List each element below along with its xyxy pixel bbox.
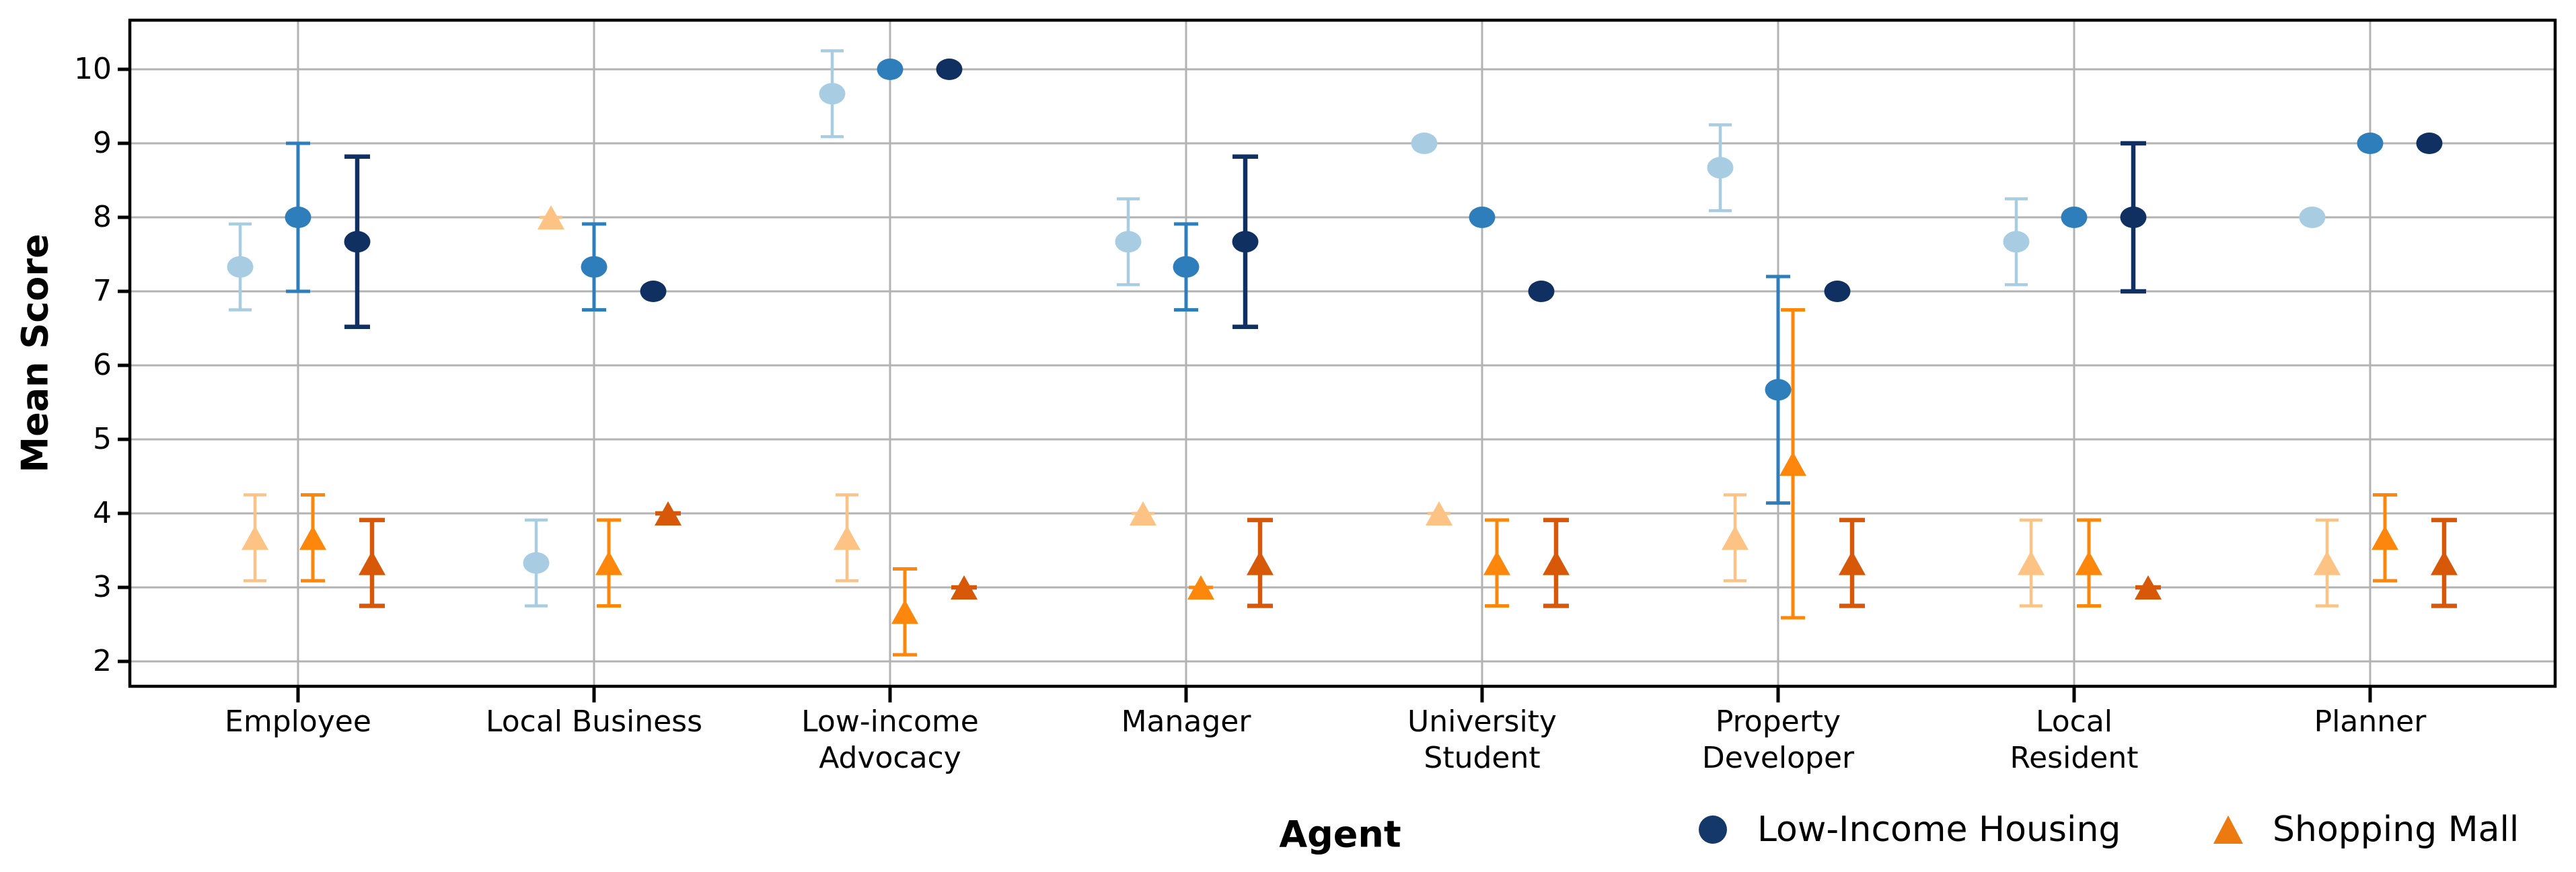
data-point-circle <box>2357 133 2384 154</box>
data-point-triangle <box>1779 451 1806 476</box>
legend-label-low-income-housing: Low-Income Housing <box>1757 809 2121 850</box>
data-point-circle <box>1469 207 1496 228</box>
legend-circle-marker <box>1699 815 1727 844</box>
data-point-circle <box>2061 207 2088 228</box>
y-tick-label: 9 <box>93 126 112 160</box>
data-point-triangle <box>2018 550 2045 575</box>
data-point-circle <box>227 256 254 278</box>
data-point-circle <box>1173 256 1200 278</box>
legend-circle-icon <box>1699 815 1727 844</box>
data-point-triangle <box>891 600 918 624</box>
x-tick-label: Manager <box>1121 704 1251 739</box>
data-point-circle <box>936 59 963 80</box>
legend-item-shopping-mall: Shopping Mall <box>2212 809 2519 850</box>
data-point-triangle <box>1543 550 1570 575</box>
data-point-triangle <box>2371 525 2398 550</box>
data-point-triangle <box>1839 550 1866 575</box>
data-point-circle <box>640 281 667 302</box>
data-point-triangle <box>242 525 268 550</box>
x-tick-label: Planner <box>2314 704 2427 739</box>
data-point-triangle <box>1426 501 1452 525</box>
x-axis-title: Agent <box>1279 813 1401 856</box>
data-point-triangle <box>1722 525 1749 550</box>
data-point-circle <box>344 231 371 253</box>
data-point-circle <box>1232 231 1259 253</box>
x-tick-label: Local Resident <box>2010 704 2139 775</box>
data-point-circle <box>1765 379 1792 401</box>
data-point-circle <box>1115 231 1142 253</box>
data-point-circle <box>1411 133 1438 154</box>
axes-spines <box>128 18 2557 688</box>
x-tick-label: Employee <box>225 704 371 739</box>
data-point-circle <box>877 59 904 80</box>
data-point-circle <box>2120 207 2147 228</box>
data-point-triangle <box>2314 550 2341 575</box>
x-tick-label: University Student <box>1407 704 1557 775</box>
data-point-triangle <box>299 525 326 550</box>
x-tick-label: Low-income Advocacy <box>801 704 979 775</box>
x-tick-label: Property Developer <box>1701 704 1855 775</box>
y-tick-label: 7 <box>93 274 112 308</box>
data-point-triangle <box>951 575 978 600</box>
y-tick-label: 4 <box>93 496 112 530</box>
data-point-circle <box>819 83 846 105</box>
data-point-circle <box>1824 281 1851 302</box>
x-tick-label: Local Business <box>485 704 703 739</box>
y-tick-label: 2 <box>93 644 112 678</box>
legend-label-shopping-mall: Shopping Mall <box>2273 809 2519 850</box>
data-point-triangle <box>2431 550 2458 575</box>
data-point-triangle <box>595 550 622 575</box>
data-point-triangle <box>655 501 682 525</box>
data-point-triangle <box>1483 550 1510 575</box>
legend-triangle-marker <box>2213 815 2243 844</box>
y-tick-label: 10 <box>74 52 112 86</box>
data-point-circle <box>285 207 311 228</box>
data-point-circle <box>523 552 550 574</box>
data-point-triangle <box>834 525 860 550</box>
legend-item-low-income-housing: Low-Income Housing <box>1697 809 2121 850</box>
legend-triangle-icon <box>2213 815 2243 844</box>
data-point-circle <box>2003 231 2030 253</box>
data-point-triangle <box>2075 550 2102 575</box>
data-point-circle <box>1528 281 1555 302</box>
data-point-circle <box>2299 207 2326 228</box>
data-point-circle <box>1707 157 1734 179</box>
y-tick-label: 6 <box>93 348 112 382</box>
data-point-triangle <box>359 550 385 575</box>
y-tick-label: 8 <box>93 200 112 234</box>
data-point-triangle <box>538 205 564 229</box>
y-axis-title: Mean Score <box>13 233 57 473</box>
data-point-triangle <box>2135 575 2162 600</box>
data-point-circle <box>2416 133 2443 154</box>
y-tick-label: 5 <box>93 422 112 456</box>
y-tick-label: 3 <box>93 570 112 604</box>
data-point-triangle <box>1130 501 1156 525</box>
data-point-triangle <box>1187 575 1214 600</box>
data-point-circle <box>581 256 608 278</box>
data-point-triangle <box>1247 550 1274 575</box>
